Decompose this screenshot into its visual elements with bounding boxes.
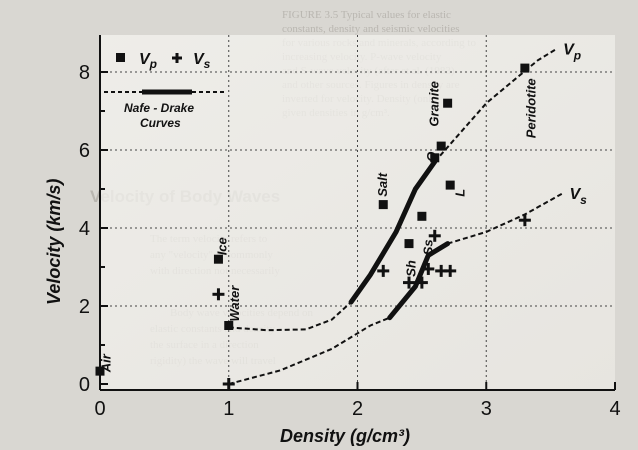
vs-point (415, 276, 428, 289)
axes (99, 35, 616, 391)
curve-label: Vp (563, 42, 581, 63)
vs-point (444, 264, 457, 277)
legend-vs-label: Vs (193, 51, 211, 71)
vp-point (436, 141, 446, 151)
x-tick-label: 2 (352, 398, 363, 420)
vs-point (377, 264, 390, 277)
legend-curve-label-2: Curves (140, 116, 181, 130)
vs-point (222, 378, 235, 390)
vp-point (378, 200, 388, 210)
curve-label-sub: p (573, 49, 581, 63)
vp-point (443, 98, 453, 108)
vs-point (212, 288, 225, 301)
y-tick-label: 8 (79, 62, 90, 84)
legend-curve-label-1: Nafe - Drake (124, 101, 194, 115)
x-tick-label: 0 (94, 398, 105, 420)
vs-point (422, 262, 435, 275)
y-tick-label: 2 (79, 296, 90, 318)
material-label: L (453, 189, 468, 197)
x-axis-title: Density (g/cm³) (280, 426, 410, 446)
curve-solid-segment (348, 159, 438, 305)
material-label: Water (227, 285, 242, 322)
curve-dashed-start (228, 301, 352, 332)
legend-vs-marker (172, 53, 182, 63)
material-label: Granite (427, 81, 442, 127)
vp-point (445, 180, 455, 190)
tick-labels: 0 1 2 3 4 0 2 4 6 8 (79, 62, 621, 420)
material-label: Salt (375, 172, 390, 197)
grid (100, 35, 615, 390)
material-label: Peridotite (523, 78, 538, 138)
vp-point (213, 254, 223, 264)
data-points (95, 63, 531, 390)
y-tick-label: 4 (79, 218, 90, 240)
curve-label-main: V (570, 186, 582, 203)
curve-label-sub: s (580, 193, 587, 207)
vs-point (518, 214, 531, 227)
material-label: Ice (214, 237, 229, 255)
y-axis-title: Velocity (km/s) (44, 179, 64, 305)
vp-point (520, 63, 530, 73)
x-tick-label: 1 (223, 398, 234, 420)
material-label: Air (98, 353, 113, 373)
material-label: Q (424, 152, 439, 162)
curve-label-main: V (563, 42, 575, 59)
material-label: Sh (404, 260, 419, 277)
curve-solid-segment (387, 241, 451, 321)
vp-point (430, 153, 440, 163)
x-tick-label: 4 (609, 398, 620, 420)
curve-label: Vs (570, 186, 588, 207)
x-tick-label: 3 (481, 398, 492, 420)
legend: Vp Vs Nafe - Drake Curves (104, 51, 226, 130)
vp-point (95, 366, 105, 376)
vs-point (428, 229, 441, 242)
vp-point (404, 239, 414, 249)
vp-point (224, 321, 234, 330)
curve-dashed-end (434, 47, 558, 163)
vp-point (417, 211, 427, 221)
curve-dashed-start (228, 316, 391, 385)
y-tick-label: 6 (79, 140, 90, 162)
y-tick-label: 0 (79, 374, 90, 396)
vs-point (403, 276, 415, 289)
curve-dashed-end (447, 192, 564, 245)
material-label: Ss (420, 239, 435, 255)
legend-vp-marker (116, 53, 125, 62)
legend-vp-label: Vp (139, 51, 157, 71)
